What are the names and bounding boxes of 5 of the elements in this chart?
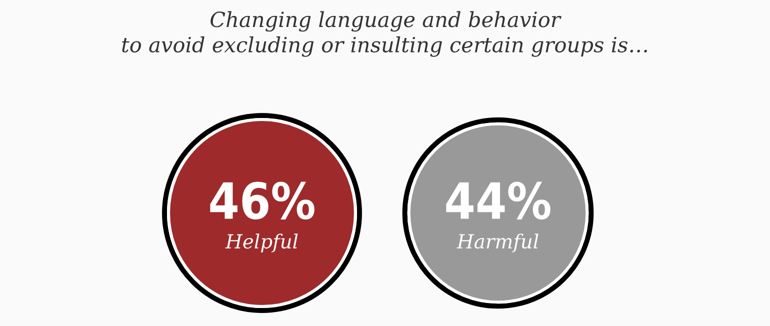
category-label: Helpful (225, 234, 298, 252)
data-label: 44% (446, 182, 550, 220)
text: Changing language and behavior to avoid excluding or insulting certain groups is… (122, 11, 647, 57)
category-label: Harmful (456, 234, 538, 252)
data-label: 46% (210, 182, 314, 220)
